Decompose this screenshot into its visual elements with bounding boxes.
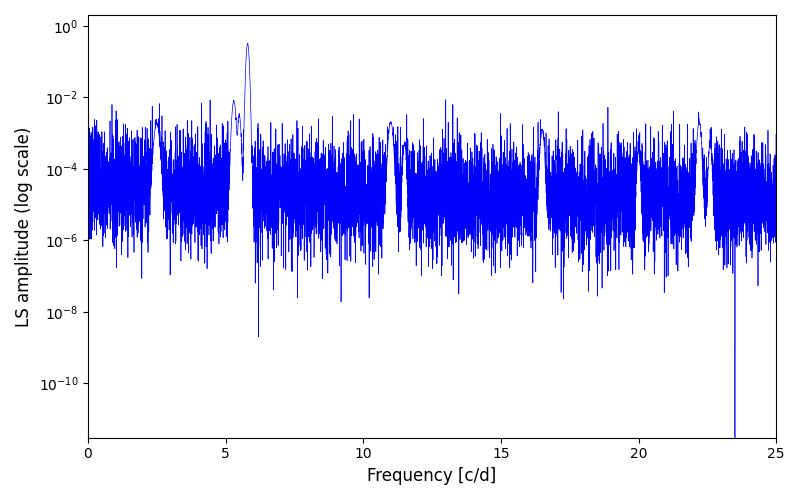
Y-axis label: LS amplitude (log scale): LS amplitude (log scale) [15, 126, 33, 326]
X-axis label: Frequency [c/d]: Frequency [c/d] [367, 467, 497, 485]
